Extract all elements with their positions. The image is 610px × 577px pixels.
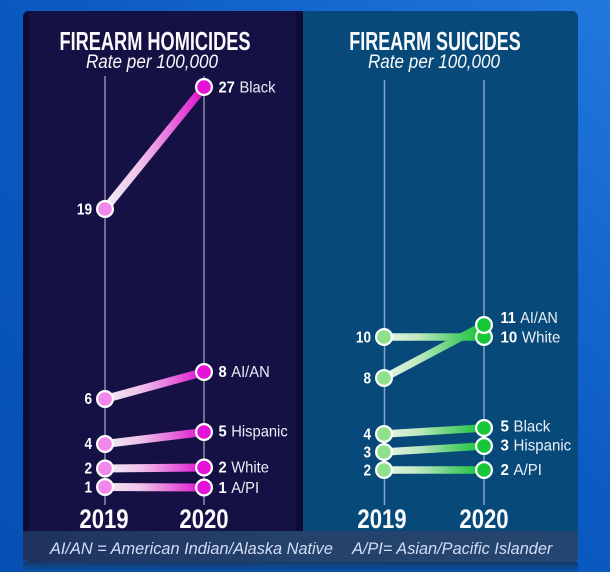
svg-text:2: 2 xyxy=(363,463,371,480)
svg-text:6: 6 xyxy=(84,391,92,408)
svg-text:4: 4 xyxy=(84,436,92,453)
svg-text:2019: 2019 xyxy=(357,505,406,535)
svg-text:A/PI= Asian/Pacific Islander: A/PI= Asian/Pacific Islander xyxy=(351,540,554,558)
svg-text:1A/PI: 1 A/PI xyxy=(219,479,260,497)
svg-text:2019: 2019 xyxy=(79,505,128,535)
svg-text:8: 8 xyxy=(363,371,371,388)
svg-text:1: 1 xyxy=(84,480,92,497)
svg-text:2A/PI: 2 A/PI xyxy=(501,462,542,480)
svg-text:FIREARM HOMICIDES: FIREARM HOMICIDES xyxy=(59,27,250,56)
svg-text:2020: 2020 xyxy=(179,505,228,535)
svg-text:8AI/AN: 8 AI/AN xyxy=(219,363,270,381)
svg-text:AI/AN = American Indian/Alaska: AI/AN = American Indian/Alaska Native xyxy=(49,540,333,558)
svg-text:2: 2 xyxy=(84,461,92,478)
svg-text:19: 19 xyxy=(77,202,92,219)
svg-text:10: 10 xyxy=(356,330,371,347)
svg-text:2020: 2020 xyxy=(459,505,508,535)
svg-text:Rate per 100,000: Rate per 100,000 xyxy=(86,51,218,72)
svg-text:FIREARM SUICIDES: FIREARM SUICIDES xyxy=(349,27,520,56)
svg-text:Rate per 100,000: Rate per 100,000 xyxy=(368,51,500,72)
svg-text:4: 4 xyxy=(363,427,371,444)
svg-text:3: 3 xyxy=(363,445,371,462)
